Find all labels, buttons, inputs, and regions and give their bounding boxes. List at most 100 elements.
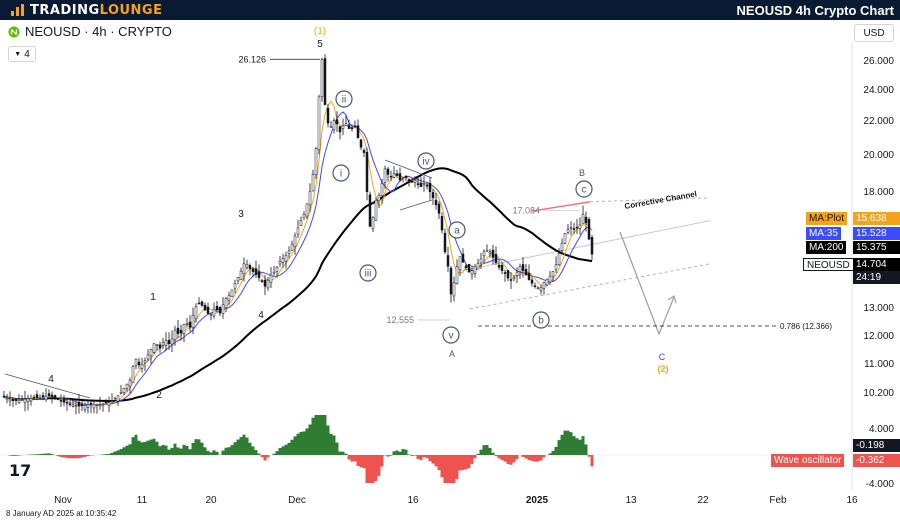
candle-body [278,261,282,265]
osc-bar [449,455,453,483]
osc-bar [548,453,552,455]
osc-bar [71,455,75,459]
candle-body [362,150,366,153]
osc-bar [104,454,108,455]
candle-body [299,220,303,226]
candle-body [65,402,69,404]
candle-body [245,264,249,268]
indicator-toggle[interactable]: ▼ 4 [8,46,36,62]
candle-body [230,289,234,297]
candle-body [575,226,579,229]
osc-bar [440,455,444,478]
candle-body [587,219,591,240]
osc-bar [68,455,72,459]
osc-bar [473,455,477,459]
candle-body [365,152,369,193]
osc-bar [353,455,357,462]
triangle-line [384,159,433,179]
candle-body [458,256,462,270]
neo-coin-icon [8,26,20,37]
candle-body [116,395,120,402]
candle-body [419,183,423,187]
osc-bar [413,455,417,456]
candle-body [545,278,549,286]
candle-body [401,177,405,180]
osc-bar [581,436,585,455]
candle-body [188,321,192,328]
osc-bar [482,445,486,455]
candle-body [242,263,246,275]
osc-bar [323,415,327,455]
osc-bar [446,455,450,483]
candle-body [410,180,414,183]
osc-bar [497,455,501,459]
price-annotation: 26.126 [238,54,266,64]
osc-bar [506,455,510,465]
candle-body [416,183,420,185]
currency-selector[interactable]: USD [854,24,894,42]
candle-body [59,400,63,402]
tradingview-logo-icon[interactable]: 𝟭𝟳 [9,461,32,480]
osc-bar [311,417,315,455]
osc-bar [404,449,408,455]
osc-bar [527,455,531,460]
y-tick-label: 22.000 [863,116,894,127]
y-tick-label: 10.200 [863,388,894,399]
price-tag-value: 15.375 [853,241,900,254]
osc-bar [248,442,252,455]
candle-body [329,126,333,128]
osc-bar [443,455,447,483]
candle-body [425,184,429,187]
candle-body [548,275,552,283]
osc-bar [131,437,135,455]
candle-body [536,287,540,290]
osc-bar [299,431,303,455]
brand-logo[interactable]: TRADINGLOUNGE [10,2,162,18]
candle-body [566,229,570,233]
wave-label: a [454,226,460,237]
candle-body [581,213,585,224]
candle-body [98,404,102,406]
osc-bar [563,430,567,455]
wave-label: (1) [314,26,326,37]
symbol-info[interactable]: NEOUSD · 4h · CRYPTO [8,24,172,39]
candle-body [80,404,84,407]
wave-label: i [340,169,342,180]
osc-bar [14,455,18,457]
osc-bar [530,455,534,461]
candle-body [128,379,132,387]
osc-bar [587,455,591,457]
osc-bar [296,433,300,455]
candle-body [371,217,375,230]
price-tag-label: MA:Plot [806,212,848,225]
osc-bar [74,455,78,459]
candle-body [146,354,150,360]
osc-bar [83,455,87,457]
wave-circle [442,326,460,344]
candle-body [455,266,459,284]
candle-body [251,268,255,272]
oscillator-name: Wave oscillator [771,454,845,467]
candle-body [119,392,123,394]
candle-body [446,255,450,267]
candle-body [257,271,261,278]
candle-body [479,258,483,264]
osc-bar [317,415,321,455]
osc-bar [293,436,297,455]
candle-body [152,343,156,353]
wave-label: 5 [317,39,323,50]
osc-bar [8,455,12,456]
osc-bar [500,455,504,461]
candle-body [467,263,471,273]
candle-body [353,125,357,128]
candle-body [269,274,273,283]
candle-body [332,120,336,130]
osc-bar [170,447,174,455]
osc-bar [341,451,345,455]
price-tag-label: MA:200 [806,241,847,254]
candle-body [326,107,330,124]
candle-body [452,282,456,297]
osc-bar [233,442,237,455]
osc-bar [533,455,537,462]
